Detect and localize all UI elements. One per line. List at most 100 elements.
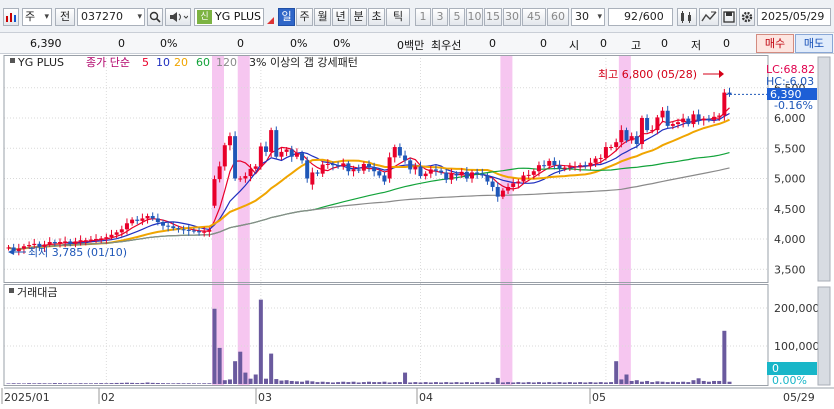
interval-button[interactable]: 5 — [449, 8, 465, 26]
candle — [712, 116, 717, 120]
candle — [423, 173, 428, 177]
interval-select[interactable]: 30 — [571, 8, 605, 26]
volume-bar — [83, 383, 88, 384]
volume-bar — [330, 382, 335, 384]
period-tab[interactable]: 분 — [350, 8, 367, 26]
sound-button[interactable] — [165, 8, 191, 26]
volume-bar — [598, 382, 603, 384]
candle — [521, 175, 526, 182]
line-chart-button[interactable] — [699, 8, 719, 26]
volume-bar — [573, 382, 577, 384]
period-tab[interactable]: 월 — [314, 8, 331, 26]
buy-button[interactable]: 매수 — [756, 34, 794, 53]
type-select[interactable]: 주 — [22, 8, 52, 26]
candle — [351, 169, 356, 172]
legend-gap-note: 3% 이상의 갭 강세패턴 — [249, 56, 358, 69]
period-tab[interactable]: 틱 — [386, 8, 410, 26]
candle — [382, 175, 387, 182]
volume-bar — [130, 382, 135, 384]
search-button[interactable] — [147, 8, 163, 26]
volume-bar — [686, 382, 691, 384]
candle — [27, 245, 32, 247]
period-tab[interactable]: 년 — [332, 8, 349, 26]
last-date-label: 05/29 — [783, 391, 815, 404]
stock-code-input[interactable]: 037270 — [77, 8, 145, 26]
volume-bar — [722, 330, 727, 384]
period-tab[interactable]: 초 — [368, 8, 385, 26]
high-arrow-head — [719, 70, 724, 78]
candle — [722, 92, 727, 116]
candle — [140, 218, 145, 221]
prev-button[interactable]: 전 — [55, 8, 75, 26]
volume-bar — [413, 382, 418, 384]
volume-bar — [408, 382, 413, 384]
settings-button[interactable] — [739, 8, 755, 26]
interval-button[interactable]: 60 — [547, 8, 569, 26]
candle-settings-button[interactable] — [677, 8, 697, 26]
volume-bar — [670, 381, 675, 384]
volume-bar — [696, 378, 701, 384]
legend-ma-20: 20 — [174, 56, 188, 69]
volume-bar — [506, 382, 511, 384]
sell-button[interactable]: 매도 — [795, 34, 833, 53]
volume-bar — [516, 382, 521, 384]
candle — [155, 218, 160, 223]
save-icon — [723, 11, 735, 23]
candle — [63, 241, 68, 243]
volume-bar — [217, 347, 222, 384]
candle — [578, 165, 583, 167]
candle — [73, 241, 78, 244]
interval-button[interactable]: 30 — [503, 8, 521, 26]
count-input[interactable]: 92 — [608, 8, 640, 26]
interval-button[interactable]: 3 — [432, 8, 448, 26]
candle — [104, 237, 109, 239]
candle — [516, 181, 521, 184]
candle — [243, 176, 248, 179]
volume-rate: 0% — [290, 37, 308, 50]
legend-stock-name: YG PLUS — [17, 56, 64, 69]
candle — [619, 130, 624, 143]
period-tab[interactable]: 일 — [278, 8, 295, 26]
candle — [78, 240, 83, 242]
candle — [562, 167, 567, 169]
legend-ma-5: 5 — [142, 56, 149, 69]
price-panel-border — [3, 55, 769, 283]
volume-bar — [645, 380, 650, 384]
candle — [377, 171, 382, 176]
candle — [135, 219, 140, 221]
volume-bar — [428, 382, 433, 384]
date-input[interactable]: 2025/05/29 — [757, 8, 831, 26]
volume-bar — [665, 382, 670, 384]
interval-button[interactable]: 15 — [484, 8, 502, 26]
save-button[interactable] — [721, 8, 737, 26]
interval-button[interactable]: 45 — [522, 8, 546, 26]
volume-bar — [269, 353, 274, 384]
candle — [413, 166, 418, 170]
volume-bar — [423, 382, 428, 384]
interval-button[interactable]: 1 — [415, 8, 431, 26]
chart-menu-button[interactable] — [3, 8, 19, 26]
gap-highlight — [618, 55, 631, 385]
candle — [392, 147, 397, 158]
interval-button[interactable]: 10 — [466, 8, 483, 26]
candle — [320, 164, 325, 174]
candle — [248, 168, 253, 177]
volume-bar — [397, 382, 402, 384]
open-label: 시 — [569, 39, 580, 52]
volume-bar — [279, 380, 284, 384]
candle — [356, 169, 361, 171]
turnover-rate: 0% — [333, 37, 351, 50]
volume-bar — [207, 383, 212, 384]
candle — [16, 248, 21, 252]
candle — [372, 167, 377, 172]
volume-bar — [676, 382, 680, 384]
volume-bar — [624, 374, 629, 384]
period-tab[interactable]: 주 — [296, 8, 313, 26]
volume-bar — [531, 382, 536, 384]
volume-bar — [377, 382, 382, 384]
volume-bar — [78, 383, 83, 384]
volume-bar — [197, 383, 202, 384]
candle — [310, 172, 315, 185]
